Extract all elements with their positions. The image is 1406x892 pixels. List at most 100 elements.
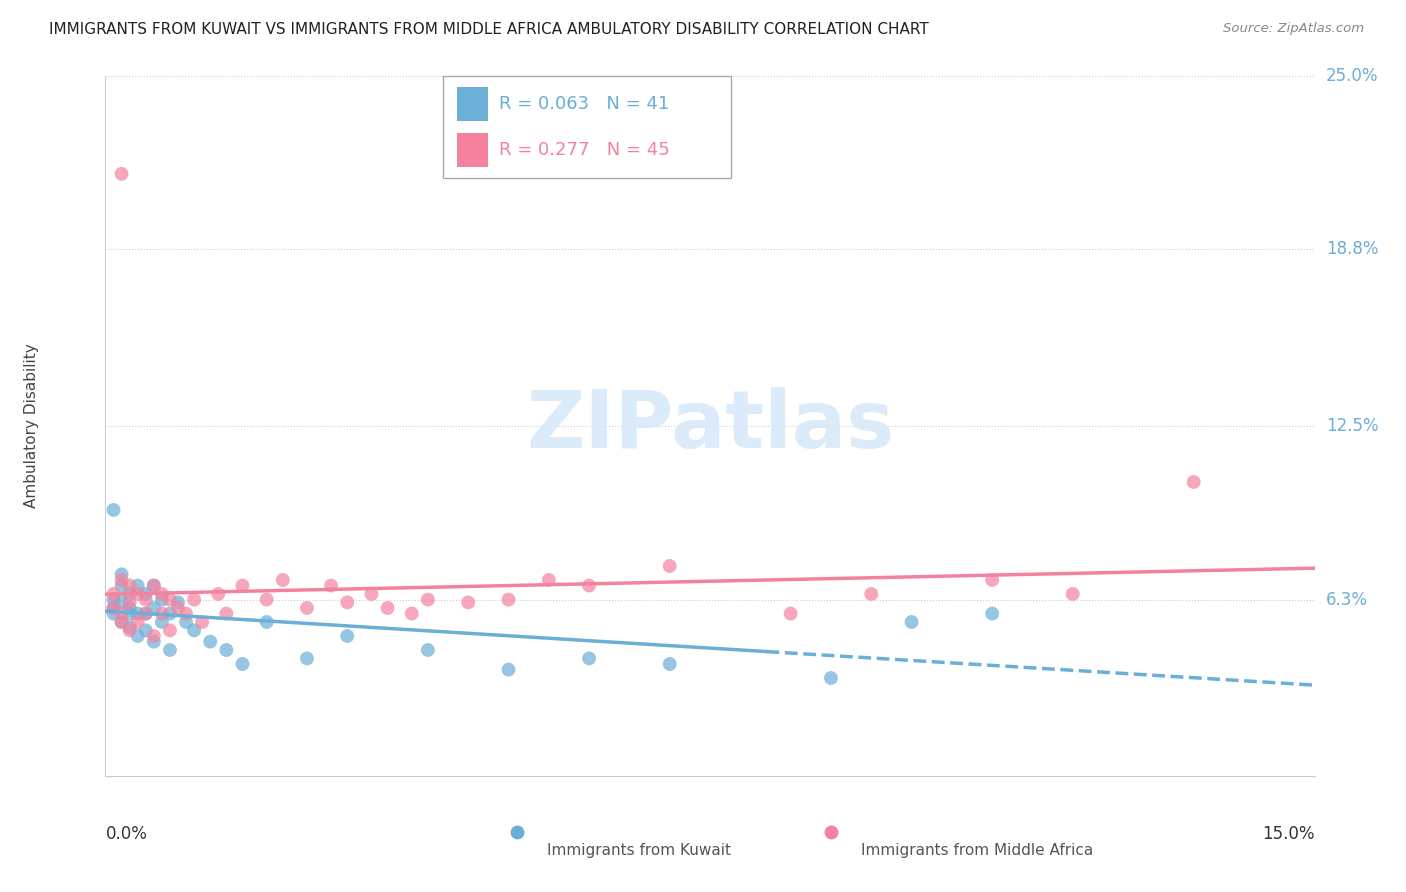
Point [215,643,238,657]
Text: Source: ZipAtlas.com: Source: ZipAtlas.com [1223,22,1364,36]
Point [167,595,190,609]
Point [103,601,125,615]
Point [377,601,399,615]
Point [150,607,173,621]
Point [167,601,190,615]
Point [142,629,165,643]
Point [295,651,318,665]
Point [174,607,197,621]
Point [231,657,253,671]
Point [127,629,149,643]
Point [150,587,173,601]
Text: R = 0.277   N = 45: R = 0.277 N = 45 [499,141,669,159]
Point [360,587,382,601]
Point [118,587,141,601]
Point [103,601,125,615]
Point [191,615,214,629]
Point [118,578,141,592]
Text: 0.0%: 0.0% [105,825,148,843]
Point [578,651,600,665]
Point [110,567,132,582]
Text: 12.5%: 12.5% [1326,417,1378,435]
Point [183,624,205,638]
Point [142,578,165,592]
Point [321,578,343,592]
Point [150,592,173,607]
Point [401,607,423,621]
Point [498,663,520,677]
Point [860,587,883,601]
Point [183,592,205,607]
Point [103,607,125,621]
Point [416,592,439,607]
Point [127,578,149,592]
Point [658,657,681,671]
Point [110,595,132,609]
Text: Immigrants from Middle Africa: Immigrants from Middle Africa [860,843,1094,857]
Point [256,592,278,607]
Point [118,595,141,609]
Point [127,587,149,601]
Point [981,607,1004,621]
Point [457,595,479,609]
Point [150,615,173,629]
Point [900,615,922,629]
Point [110,615,132,629]
Point [820,671,842,685]
Text: 25.0%: 25.0% [1326,67,1378,85]
Point [174,615,197,629]
Point [231,578,253,592]
Point [135,587,157,601]
Point [135,624,157,638]
Point [658,558,681,574]
Point [110,578,132,592]
Point [135,592,157,607]
Point [127,607,149,621]
Point [336,629,359,643]
Text: Ambulatory Disability: Ambulatory Disability [24,343,39,508]
Point [118,601,141,615]
Point [578,578,600,592]
Point [142,634,165,648]
Point [1062,587,1084,601]
Point [256,615,278,629]
Point [537,573,560,587]
Point [779,607,801,621]
Point [110,573,132,587]
Point [207,587,229,601]
Point [271,573,294,587]
Point [118,607,141,621]
Point [159,607,181,621]
Text: IMMIGRANTS FROM KUWAIT VS IMMIGRANTS FROM MIDDLE AFRICA AMBULATORY DISABILITY CO: IMMIGRANTS FROM KUWAIT VS IMMIGRANTS FRO… [49,22,929,37]
Text: 18.8%: 18.8% [1326,241,1378,259]
Point [200,634,222,648]
Point [981,573,1004,587]
Point [110,167,132,181]
Point [159,643,181,657]
Point [1182,475,1205,489]
Point [159,592,181,607]
Point [103,592,125,607]
Point [215,607,238,621]
Point [498,592,520,607]
Point [118,624,141,638]
Point [110,607,132,621]
Text: 6.3%: 6.3% [1326,591,1368,608]
Point [142,601,165,615]
Point [416,643,439,657]
Text: 15.0%: 15.0% [1263,825,1315,843]
Point [142,578,165,592]
Point [103,503,125,517]
Point [159,624,181,638]
Text: Immigrants from Kuwait: Immigrants from Kuwait [547,843,731,857]
Point [110,615,132,629]
Point [295,601,318,615]
Point [336,595,359,609]
Point [135,607,157,621]
Point [103,587,125,601]
Point [135,607,157,621]
Point [127,615,149,629]
Point [118,621,141,635]
Text: ZIPatlas: ZIPatlas [526,387,894,465]
Text: R = 0.063   N = 41: R = 0.063 N = 41 [499,95,669,113]
